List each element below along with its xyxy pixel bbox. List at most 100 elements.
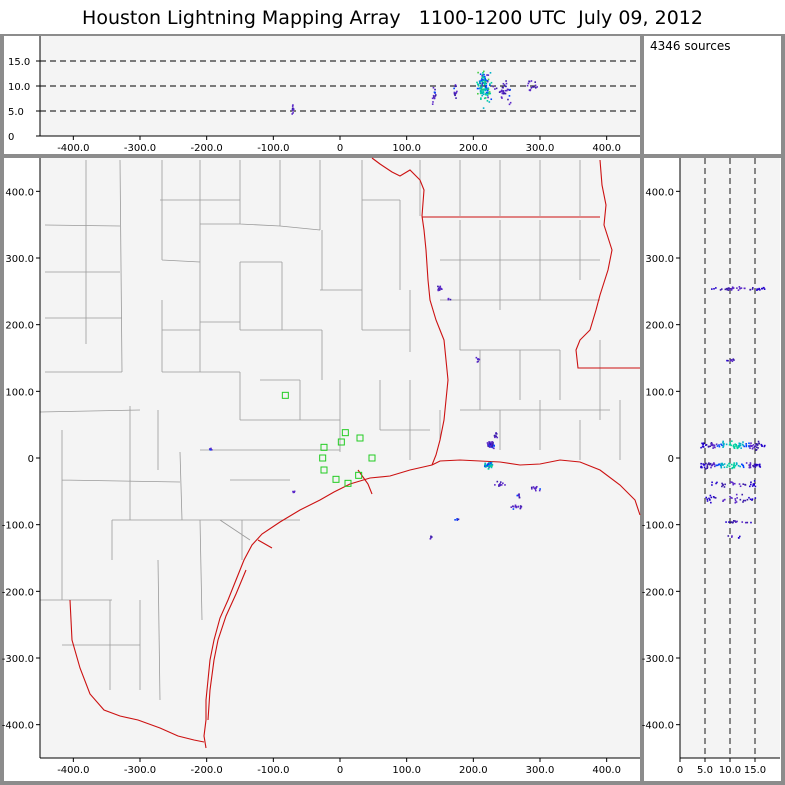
source-point: [495, 433, 498, 435]
source-point: [505, 80, 507, 82]
source-point: [758, 442, 760, 445]
source-point: [487, 445, 489, 447]
source-point: [709, 445, 712, 448]
source-point: [489, 83, 491, 85]
source-count: 4346 sources: [650, 39, 730, 53]
source-point: [742, 464, 745, 467]
source-point: [482, 91, 485, 94]
source-point: [734, 443, 737, 446]
source-point: [748, 442, 750, 445]
source-point: [507, 98, 509, 101]
plan-y-axis-tick-label: -100.0: [2, 521, 34, 532]
source-point: [434, 91, 436, 94]
source-point: [734, 464, 737, 467]
source-point: [739, 287, 742, 290]
source-point: [480, 90, 482, 93]
source-point: [729, 481, 732, 483]
source-point: [502, 82, 505, 85]
source-point: [485, 87, 488, 89]
source-point: [712, 444, 714, 446]
source-point: [761, 444, 763, 447]
source-point: [730, 289, 733, 291]
source-point: [720, 466, 723, 469]
source-point: [432, 101, 434, 103]
source-point: [710, 466, 712, 469]
source-point: [764, 444, 766, 447]
plan-x-axis-tick-label: 100.0: [392, 765, 421, 776]
source-point: [723, 463, 726, 465]
station-marker: [281, 391, 289, 399]
source-point: [731, 440, 733, 442]
source-point: [488, 92, 490, 95]
source-point: [491, 463, 493, 466]
source-point: [519, 506, 522, 509]
source-point: [726, 288, 728, 291]
plan-x-axis-tick-label: 200.0: [459, 765, 488, 776]
source-point: [744, 499, 747, 502]
plan-y-axis-tick-label: 200.0: [5, 321, 34, 332]
source-point: [725, 521, 727, 523]
source-point: [723, 442, 725, 445]
source-point: [484, 82, 487, 85]
source-point: [490, 465, 492, 468]
source-point: [518, 495, 521, 497]
source-point: [730, 444, 732, 447]
source-point: [754, 497, 757, 499]
source-point: [487, 74, 490, 76]
source-point: [502, 482, 504, 485]
source-point: [505, 82, 508, 85]
source-point: [476, 81, 478, 84]
source-point: [487, 96, 489, 99]
station-marker: [320, 466, 328, 474]
source-point: [708, 463, 711, 466]
source-point: [729, 441, 731, 444]
source-point: [481, 92, 484, 95]
source-point: [484, 77, 486, 80]
source-point: [534, 84, 537, 87]
source-point: [490, 444, 492, 447]
source-point: [481, 77, 483, 80]
lat-alt-x-axis-tick-label: 10.0: [719, 765, 741, 776]
source-point: [453, 87, 455, 90]
source-point: [731, 481, 733, 484]
source-point: [477, 358, 480, 360]
source-point: [730, 496, 732, 499]
source-point: [716, 481, 718, 484]
source-point: [496, 480, 499, 483]
source-point: [485, 86, 487, 89]
source-point: [713, 287, 715, 290]
source-point: [734, 501, 737, 504]
source-point: [486, 80, 489, 83]
source-point: [715, 287, 717, 289]
source-point: [486, 442, 489, 444]
station-marker: [341, 429, 349, 437]
source-point: [711, 443, 713, 445]
source-point: [758, 464, 761, 467]
source-point: [711, 481, 713, 484]
source-point: [752, 464, 754, 467]
source-point: [434, 94, 437, 96]
source-point: [728, 462, 730, 465]
source-point: [500, 484, 503, 486]
plan-x-axis-tick-label: -100.0: [257, 765, 289, 776]
source-point: [758, 463, 761, 466]
source-point: [505, 89, 508, 92]
source-point: [485, 88, 487, 91]
plan-x-axis-tick-label: 0: [337, 765, 343, 776]
source-point: [534, 81, 537, 83]
source-point: [732, 358, 735, 360]
source-point: [517, 493, 520, 496]
source-point: [482, 73, 484, 76]
source-point: [516, 494, 519, 497]
source-point: [479, 89, 482, 92]
source-point: [536, 86, 538, 88]
source-point: [493, 445, 495, 447]
source-point: [751, 498, 754, 500]
source-point: [431, 103, 434, 105]
source-point: [475, 356, 478, 359]
source-point: [709, 494, 712, 497]
source-point: [494, 436, 496, 439]
source-point: [486, 100, 489, 102]
source-point: [437, 285, 439, 288]
source-point: [491, 441, 494, 443]
